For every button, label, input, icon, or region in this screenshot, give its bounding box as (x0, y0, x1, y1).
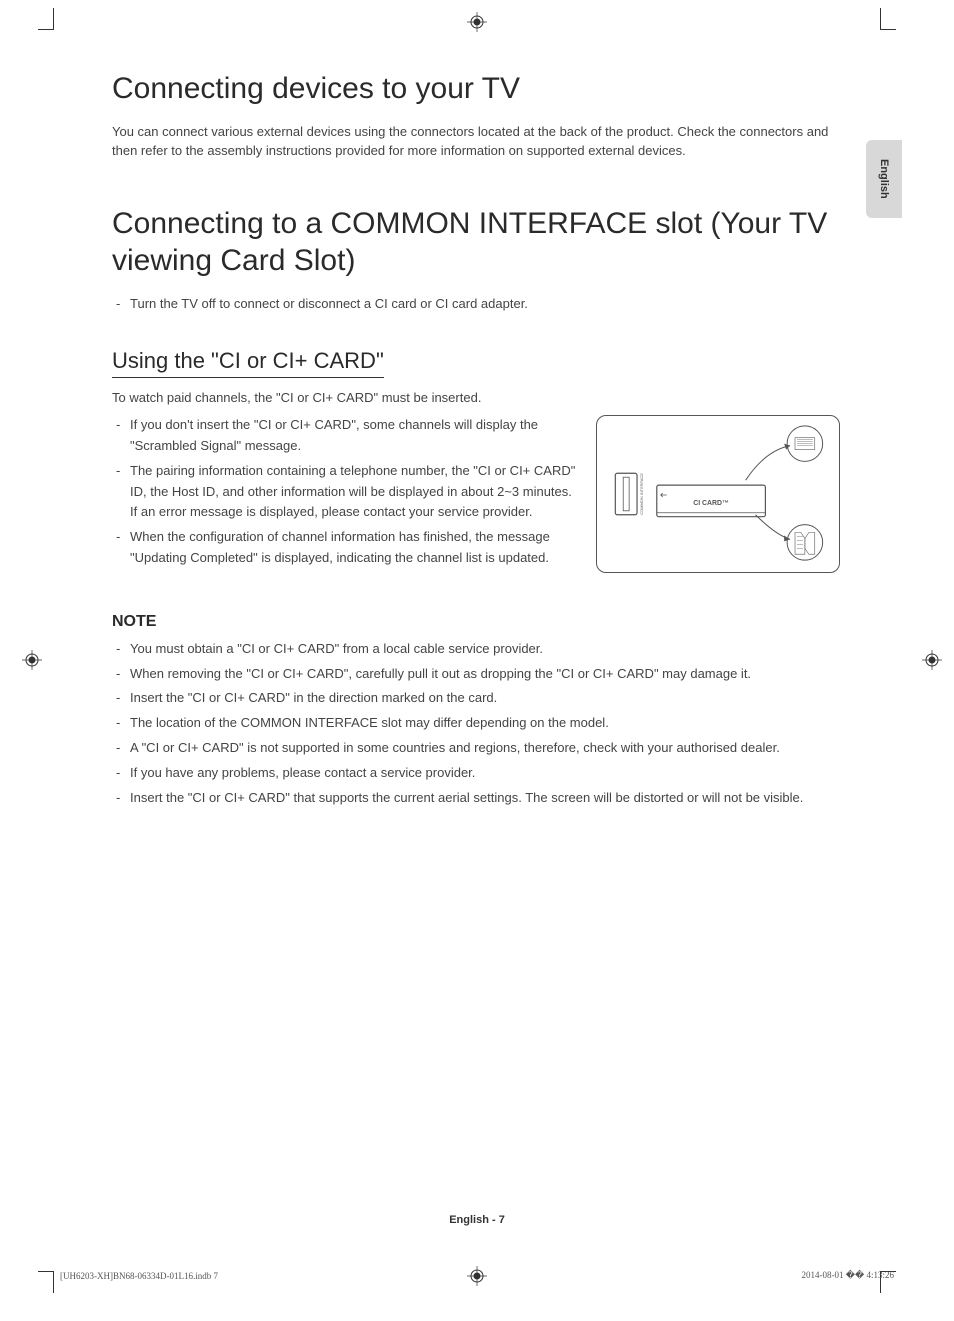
list-item: If you have any problems, please contact… (112, 763, 840, 784)
section1-title: Connecting devices to your TV (112, 70, 840, 108)
crop-mark (38, 1271, 54, 1293)
language-tab-label: English (878, 159, 890, 199)
list-item: Insert the "CI or CI+ CARD" that support… (112, 788, 840, 809)
registration-mark-icon (22, 650, 42, 670)
registration-mark-icon (467, 12, 487, 32)
crop-mark (880, 8, 896, 30)
footer-timestamp: 2014-08-01 �� 4:13:26 (802, 1270, 894, 1281)
list-item: When removing the "CI or CI+ CARD", care… (112, 664, 840, 685)
list-item: Insert the "CI or CI+ CARD" in the direc… (112, 688, 840, 709)
list-item: You must obtain a "CI or CI+ CARD" from … (112, 639, 840, 660)
section1-intro: You can connect various external devices… (112, 122, 840, 161)
note-list: You must obtain a "CI or CI+ CARD" from … (112, 639, 840, 809)
registration-mark-icon (467, 1266, 487, 1286)
section3-sub: To watch paid channels, the "CI or CI+ C… (112, 390, 840, 405)
page-content: Connecting devices to your TV You can co… (112, 70, 840, 828)
slot-label: COMMON INTERFACE (639, 473, 644, 515)
list-item: If you don't insert the "CI or CI+ CARD"… (112, 415, 576, 457)
section2-list: Turn the TV off to connect or disconnect… (112, 294, 840, 315)
section3-list: If you don't insert the "CI or CI+ CARD"… (112, 415, 576, 569)
card-label: CI CARD™ (693, 500, 729, 507)
ci-card-diagram: COMMON INTERFACE CI CARD™ (596, 415, 840, 573)
crop-mark (38, 8, 54, 30)
section3-title: Using the "CI or CI+ CARD" (112, 348, 384, 378)
section2-title: Connecting to a COMMON INTERFACE slot (Y… (112, 205, 840, 280)
list-item: The location of the COMMON INTERFACE slo… (112, 713, 840, 734)
list-item: Turn the TV off to connect or disconnect… (112, 294, 840, 315)
language-tab: English (866, 140, 902, 218)
page-number: English - 7 (0, 1214, 954, 1226)
registration-mark-icon (922, 650, 942, 670)
list-item: The pairing information containing a tel… (112, 461, 576, 523)
footer-filename: [UH6203-XH]BN68-06334D-01L16.indb 7 (60, 1271, 218, 1281)
list-item: When the configuration of channel inform… (112, 527, 576, 569)
note-title: NOTE (112, 613, 840, 631)
list-item: A "CI or CI+ CARD" is not supported in s… (112, 738, 840, 759)
